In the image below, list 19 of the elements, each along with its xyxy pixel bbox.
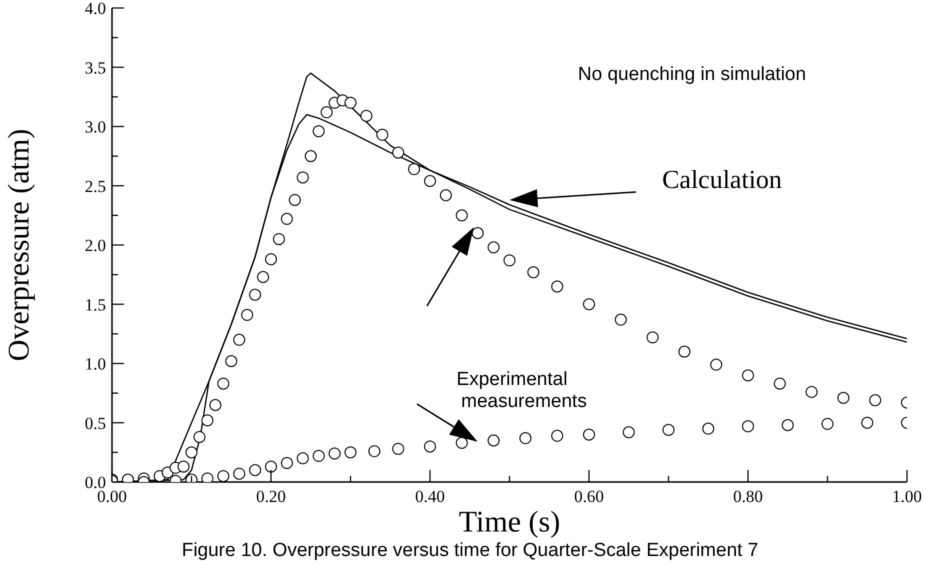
y-tick-label: 0.5 [84, 414, 106, 433]
y-tick-label: 1.5 [84, 295, 106, 314]
caption: Figure 10. Overpressure versus time for Quarter-Scale Experiment 7 [182, 540, 758, 561]
y-tick-label: 1.0 [84, 354, 106, 374]
x-tick-label: 0.60 [574, 487, 604, 506]
annotation: No quenching in simulation [578, 64, 806, 85]
annotation: Experimental measurements [456, 369, 587, 412]
x-axis-title: Time (s) [458, 505, 560, 538]
x-tick-label: 0.20 [256, 487, 286, 506]
y-tick-label: 3.0 [84, 118, 106, 136]
y-tick-label: 2.5 [84, 176, 106, 196]
x-tick-label: 1.00 [892, 487, 922, 506]
annotation: Calculation [662, 165, 782, 194]
x-tick-label: 0.40 [415, 487, 445, 506]
y-tick-label: 2.0 [84, 236, 106, 255]
y-tick-label: 3.5 [84, 58, 106, 78]
x-tick-label: 0.80 [733, 487, 763, 506]
y-axis-title: Overpressure (atm) [2, 128, 36, 362]
y-tick-label: 4.0 [84, 0, 106, 18]
